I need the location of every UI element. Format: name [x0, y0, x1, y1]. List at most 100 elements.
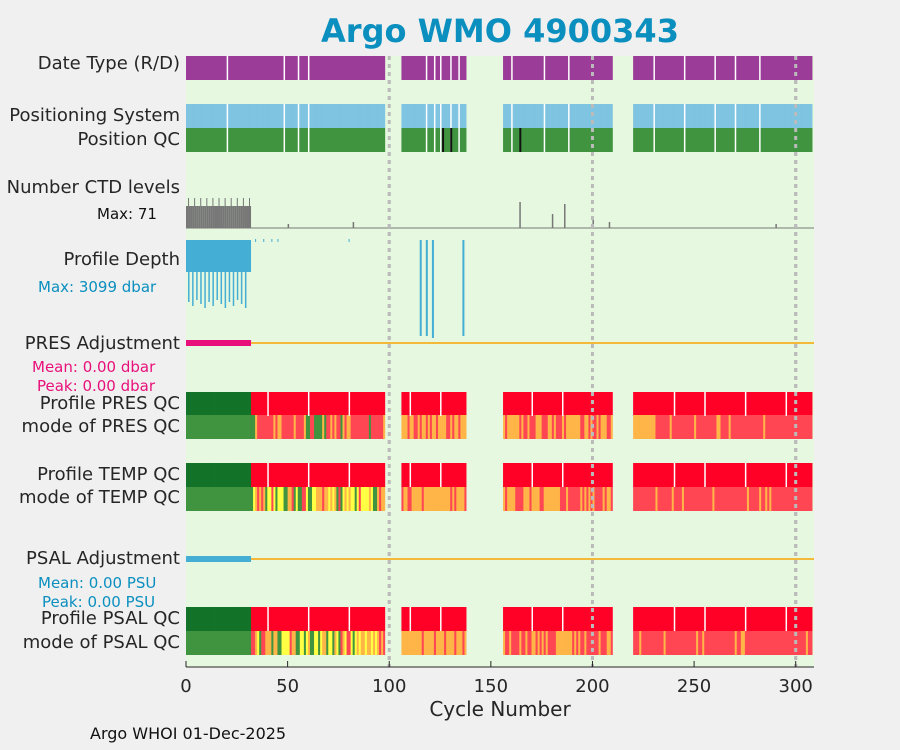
position-qc-cycle-137	[462, 128, 465, 152]
mode-temp-qc-cycle-223	[637, 487, 640, 511]
position-qc-cycle-265	[722, 128, 726, 152]
position-qc-cycle-172	[533, 128, 537, 152]
date-type-cycle-46	[277, 56, 280, 80]
profile-psal-qc-cycle-88	[362, 607, 366, 631]
position-qc-cycle-243	[677, 128, 681, 152]
date-type-cycle-286	[765, 56, 768, 80]
profile-pres-qc-cycle-30	[244, 392, 248, 415]
mode-temp-qc-cycle-166	[521, 487, 524, 511]
position-qc-cycle-260	[712, 128, 715, 152]
mode-pres-qc-cycle-55	[295, 415, 299, 439]
mode-pres-qc-cycle-112	[411, 415, 415, 439]
profile-psal-qc-cycle-232	[655, 607, 659, 631]
mode-pres-qc-cycle-308	[809, 415, 813, 439]
profile-temp-qc-cycle-55	[295, 463, 299, 487]
profile-temp-qc-cycle-272	[736, 463, 740, 487]
profile-psal-qc-cycle-281	[755, 607, 758, 631]
mode-temp-qc-cycle-18	[220, 487, 224, 511]
pres-adjustment-peak: Peak: 0.00 dbar	[37, 377, 156, 395]
mode-pres-qc-cycle-4	[192, 415, 195, 439]
mode-temp-qc-cycle-257	[706, 487, 709, 511]
profile-psal-qc-cycle-272	[736, 607, 740, 631]
positioning-system-cycle-33	[251, 104, 254, 128]
mode-pres-qc-cycle-253	[698, 415, 701, 439]
position-qc-cycle-281	[755, 128, 758, 152]
profile-temp-qc-cycle-251	[694, 463, 697, 487]
x-tick-label-0: 0	[180, 676, 191, 697]
position-qc-cycle-134	[456, 128, 459, 152]
gap-1-pp	[466, 392, 504, 415]
mode-temp-qc-cycle-37	[259, 487, 262, 511]
mode-pres-qc-cycle-85	[356, 415, 360, 439]
positioning-system-cycle-278	[748, 104, 752, 128]
date-type-cycle-238	[667, 56, 671, 80]
profile-pres-qc-cycle-232	[655, 392, 659, 415]
mode-psal-qc-cycle-22	[228, 631, 232, 655]
profile-psal-qc-cycle-165	[519, 607, 522, 631]
gap-0-pt	[385, 463, 402, 487]
profile-psal-qc-cycle-305	[803, 607, 807, 631]
mode-psal-qc-cycle-227	[645, 631, 648, 655]
position-qc-cycle-122	[431, 128, 435, 152]
mode-pres-qc-cycle-238	[667, 415, 671, 439]
position-qc-cycle-28	[240, 128, 244, 152]
profile-pres-qc-cycle-161	[511, 392, 514, 415]
mode-psal-qc-cycle-295	[783, 631, 787, 655]
profile-pres-qc-cycle-157	[503, 392, 506, 415]
profile-pres-qc-cycle-302	[797, 392, 801, 415]
mode-temp-qc-cycle-162	[513, 487, 516, 511]
profile-temp-qc-cycle-244	[679, 463, 683, 487]
mode-psal-qc-cycle-95	[377, 631, 380, 655]
date-type-cycle-299	[791, 56, 795, 80]
mode-temp-qc-cycle-280	[753, 487, 756, 511]
mode-temp-qc-cycle-258	[708, 487, 711, 511]
date-type-cycle-51	[287, 56, 291, 80]
positioning-system-cycle-115	[417, 104, 421, 128]
profile-temp-qc-cycle-130	[448, 463, 451, 487]
mode-temp-qc-cycle-263	[718, 487, 722, 511]
mode-temp-qc-cycle-222	[635, 487, 638, 511]
date-type-cycle-16	[216, 56, 220, 80]
profile-psal-qc-cycle-120	[427, 607, 431, 631]
positioning-system-cycle-266	[724, 104, 728, 128]
profile-temp-qc-cycle-194	[578, 463, 581, 487]
profile-pres-qc-cycle-169	[527, 392, 530, 415]
profile-temp-qc-cycle-9	[202, 463, 205, 487]
profile-temp-qc-cycle-265	[722, 463, 726, 487]
date-type-cycle-4	[192, 56, 195, 80]
profile-pres-qc-cycle-10	[204, 392, 207, 415]
positioning-system-cycle-79	[344, 104, 348, 128]
qc-sep-pt-125	[440, 463, 442, 487]
profile-pres-qc-cycle-228	[647, 392, 650, 415]
profile-temp-qc-cycle-2	[188, 463, 191, 487]
ctd-bar-2	[188, 206, 191, 228]
mode-temp-qc-cycle-296	[785, 487, 789, 511]
profile-psal-qc-cycle-185	[559, 607, 563, 631]
mode-temp-qc-cycle-282	[757, 487, 760, 511]
date-type-cycle-86	[358, 56, 362, 80]
profile-temp-qc-cycle-69	[324, 463, 327, 487]
pres-adjustment-bar	[186, 340, 252, 346]
position-qc-cycle-296	[785, 128, 789, 152]
profile-temp-qc-cycle-190	[570, 463, 573, 487]
date-type-cycle-25	[234, 56, 238, 80]
date-type-cycle-243	[677, 56, 681, 80]
profile-pres-qc-cycle-191	[572, 392, 575, 415]
profile-temp-qc-cycle-120	[427, 463, 431, 487]
positioning-system-cycle-262	[716, 104, 719, 128]
ctd-bar-31	[246, 206, 250, 228]
profile-psal-qc-cycle-97	[381, 607, 384, 631]
mode-psal-qc-cycle-2	[188, 631, 191, 655]
position-qc-cycle-223	[637, 128, 640, 152]
profile-pres-qc-cycle-34	[253, 392, 256, 415]
profile-temp-qc-cycle-223	[637, 463, 640, 487]
mode-pres-qc-cycle-58	[301, 415, 305, 439]
positioning-system-cycle-39	[263, 104, 266, 128]
row-label-mode-pres-qc: mode of PRES QC	[21, 416, 180, 437]
position-qc-cycle-133	[454, 128, 457, 152]
depth-bar-25	[236, 272, 239, 300]
profile-pres-qc-cycle-303	[799, 392, 803, 415]
profile-temp-qc-cycle-261	[714, 463, 717, 487]
profile-temp-qc-cycle-37	[259, 463, 262, 487]
position-qc-cycle-229	[649, 128, 652, 152]
